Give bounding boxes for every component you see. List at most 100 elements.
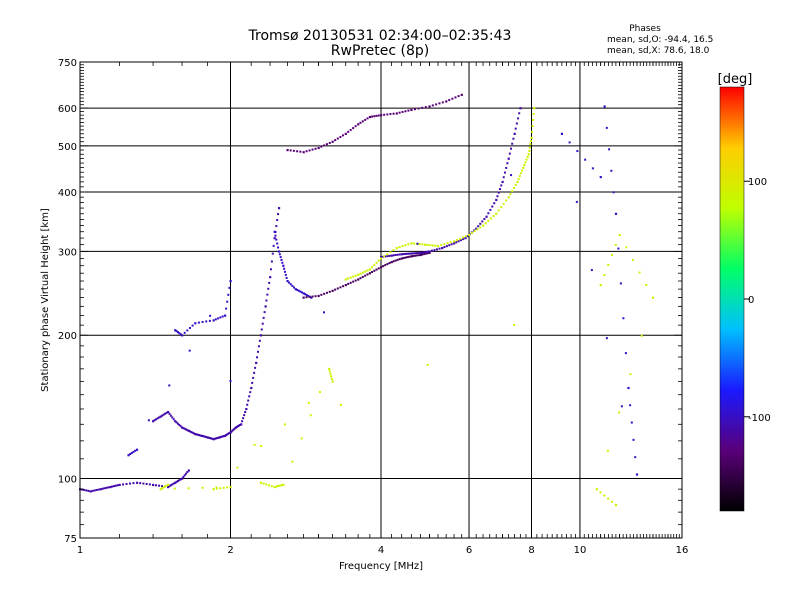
data-point bbox=[229, 379, 232, 382]
data-point bbox=[273, 237, 276, 240]
data-point bbox=[410, 242, 413, 245]
data-point bbox=[325, 143, 328, 146]
data-point bbox=[267, 287, 270, 290]
data-point bbox=[483, 218, 486, 221]
data-point bbox=[325, 291, 328, 294]
data-point bbox=[202, 435, 205, 438]
data-point bbox=[182, 427, 185, 430]
data-point bbox=[629, 373, 632, 376]
data-point bbox=[302, 151, 305, 154]
data-point bbox=[383, 255, 386, 258]
data-point bbox=[603, 494, 606, 497]
data-point bbox=[392, 249, 395, 252]
data-point bbox=[207, 436, 210, 439]
data-point bbox=[438, 247, 441, 250]
x-tick-label: 1 bbox=[77, 545, 83, 556]
data-point bbox=[502, 176, 505, 179]
data-point bbox=[591, 167, 594, 170]
data-point bbox=[292, 149, 295, 152]
data-point bbox=[361, 271, 364, 274]
data-point bbox=[529, 140, 532, 143]
data-point bbox=[89, 490, 92, 493]
data-point bbox=[174, 329, 177, 332]
colorbar-tick-label: 0 bbox=[748, 295, 754, 306]
data-point bbox=[514, 127, 517, 130]
data-point bbox=[328, 370, 331, 373]
data-point bbox=[413, 242, 416, 245]
data-point bbox=[97, 488, 100, 491]
colorbar: [deg] 100 0 -100 bbox=[718, 72, 771, 512]
data-point bbox=[308, 295, 311, 298]
data-point bbox=[614, 212, 618, 215]
data-point bbox=[218, 436, 221, 439]
data-point bbox=[185, 428, 188, 431]
data-point bbox=[187, 469, 190, 472]
data-point bbox=[410, 108, 413, 112]
data-point bbox=[443, 246, 446, 249]
data-point bbox=[283, 423, 286, 426]
data-point bbox=[482, 224, 485, 227]
data-point bbox=[268, 484, 271, 487]
data-point bbox=[191, 324, 194, 327]
data-point bbox=[251, 381, 254, 384]
data-point bbox=[178, 423, 181, 426]
data-point bbox=[209, 437, 212, 440]
data-point bbox=[302, 296, 305, 299]
data-point bbox=[445, 100, 448, 103]
data-point bbox=[428, 251, 431, 255]
data-point bbox=[509, 193, 512, 196]
data-point bbox=[220, 435, 223, 438]
data-point bbox=[175, 480, 178, 483]
data-point bbox=[366, 273, 369, 276]
data-point bbox=[276, 219, 279, 222]
data-point bbox=[178, 479, 181, 482]
data-point bbox=[307, 294, 310, 297]
data-point bbox=[401, 110, 404, 113]
data-point bbox=[142, 482, 145, 485]
data-point bbox=[371, 115, 374, 118]
data-point bbox=[265, 483, 268, 486]
data-point bbox=[627, 386, 630, 390]
data-point bbox=[605, 337, 608, 340]
data-point bbox=[215, 487, 218, 490]
data-point bbox=[595, 488, 598, 491]
data-point bbox=[513, 323, 516, 326]
data-point bbox=[364, 274, 367, 277]
data-point bbox=[446, 242, 449, 245]
data-point bbox=[257, 345, 260, 348]
data-point bbox=[235, 425, 238, 428]
stats-line-x: mean, sd,X: 78.6, 18.0 bbox=[607, 46, 710, 56]
data-point bbox=[282, 264, 285, 267]
data-point bbox=[145, 482, 148, 485]
data-point bbox=[314, 295, 317, 298]
data-point bbox=[508, 152, 511, 155]
data-point bbox=[489, 217, 492, 220]
data-point bbox=[258, 339, 261, 342]
data-point bbox=[277, 485, 280, 488]
data-point bbox=[415, 254, 418, 257]
data-point bbox=[311, 295, 314, 298]
data-point bbox=[400, 257, 403, 260]
data-point bbox=[155, 484, 158, 487]
data-point bbox=[448, 99, 451, 102]
data-point bbox=[107, 486, 110, 489]
data-point bbox=[384, 255, 387, 258]
data-point bbox=[380, 266, 383, 269]
data-point bbox=[344, 132, 347, 135]
data-point bbox=[453, 240, 456, 243]
data-point bbox=[305, 293, 308, 296]
data-point bbox=[192, 432, 195, 435]
data-point bbox=[354, 125, 357, 128]
data-point bbox=[247, 399, 250, 402]
data-point bbox=[487, 219, 490, 222]
x-tick-label: 10 bbox=[574, 545, 587, 556]
data-point bbox=[182, 475, 185, 478]
data-point bbox=[506, 162, 509, 165]
data-point bbox=[629, 404, 632, 407]
data-point bbox=[227, 432, 230, 435]
data-point bbox=[359, 121, 362, 124]
data-point bbox=[507, 157, 510, 160]
data-point bbox=[263, 311, 266, 314]
data-point bbox=[331, 380, 334, 383]
data-point bbox=[373, 115, 376, 118]
